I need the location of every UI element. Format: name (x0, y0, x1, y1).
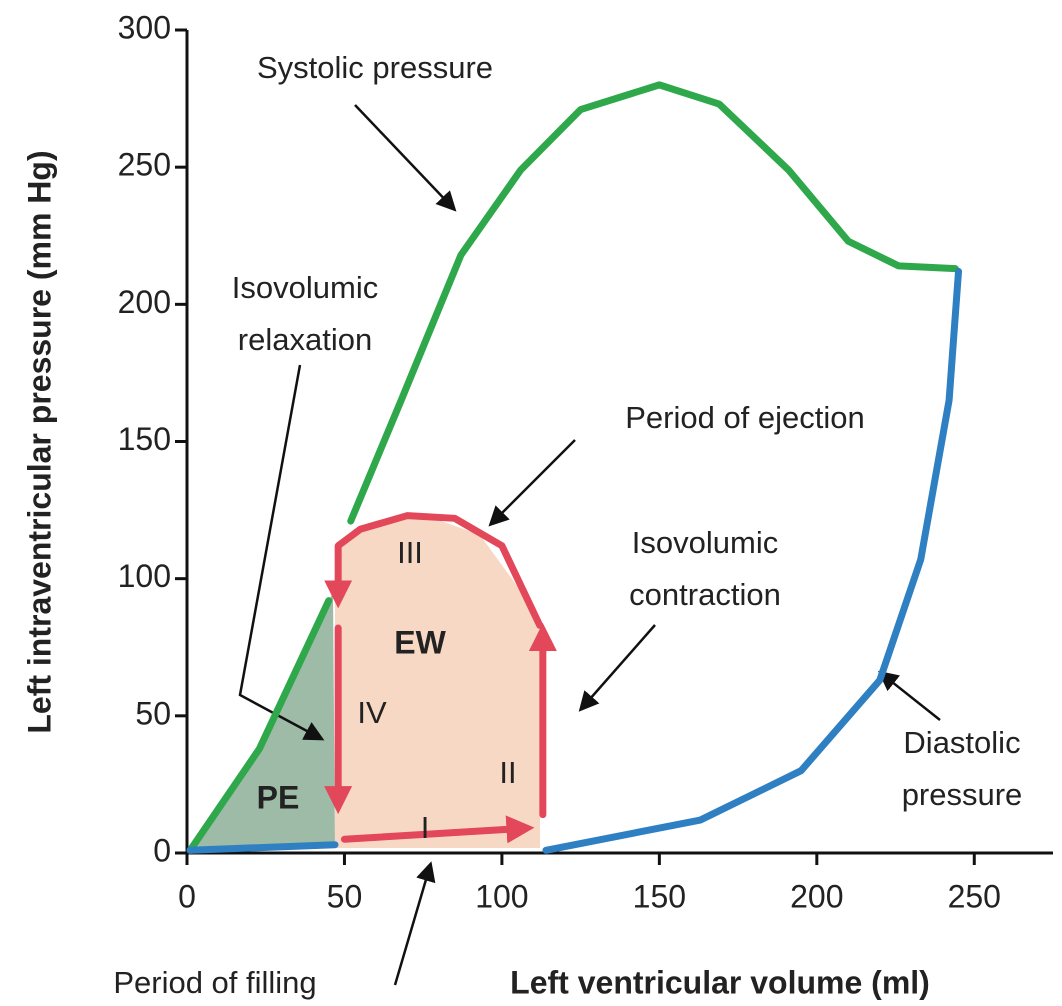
region-label: PE (257, 779, 300, 815)
annotation: Isovolumic (232, 270, 378, 305)
phase-label: I (421, 810, 430, 845)
annotation: Period of ejection (625, 400, 865, 435)
y-tick-label: 100 (118, 558, 171, 594)
y-tick-label: 150 (118, 421, 171, 457)
arrow (238, 364, 325, 741)
series-line (324, 512, 544, 629)
phase-label: II (499, 755, 516, 790)
series-line (186, 841, 339, 854)
annotation: pressure (902, 777, 1023, 812)
annotation: contraction (629, 577, 781, 612)
y-axis-label: Left intraventricular pressure (mm Hg) (21, 150, 57, 733)
x-tick-label: 0 (178, 878, 196, 914)
region-label: EW (394, 624, 446, 660)
series-line (340, 815, 535, 844)
y-tick-label: 250 (118, 147, 171, 183)
series-line (186, 597, 333, 854)
arrow (578, 624, 656, 712)
x-tick-label: 100 (475, 878, 528, 914)
phase-label: III (397, 535, 423, 570)
x-tick-label: 50 (327, 878, 363, 914)
annotation: Period of filling (113, 965, 316, 1000)
arrow (393, 861, 436, 986)
x-tick-label: 200 (790, 878, 843, 914)
phase-label: IV (357, 695, 387, 730)
arrow (488, 439, 576, 527)
y-tick-label: 300 (118, 9, 171, 45)
x-axis-label: Left ventricular volume (ml) (510, 964, 930, 1000)
annotation-arrows (238, 104, 941, 986)
ew-area (335, 517, 540, 848)
annotation: Systolic pressure (257, 50, 493, 85)
pe-area (190, 592, 335, 852)
series-line (542, 267, 963, 854)
series-line (347, 81, 959, 525)
x-tick-label: 150 (633, 878, 686, 914)
y-tick-label: 200 (118, 284, 171, 320)
y-tick-label: 50 (135, 695, 171, 731)
arrow (354, 104, 457, 212)
x-tick-label: 250 (948, 878, 1001, 914)
arrow (878, 670, 941, 721)
y-tick-label: 0 (153, 832, 171, 868)
annotation: Diastolic (903, 725, 1020, 760)
annotation: Isovolumic (632, 525, 778, 560)
annotation: relaxation (238, 322, 372, 357)
